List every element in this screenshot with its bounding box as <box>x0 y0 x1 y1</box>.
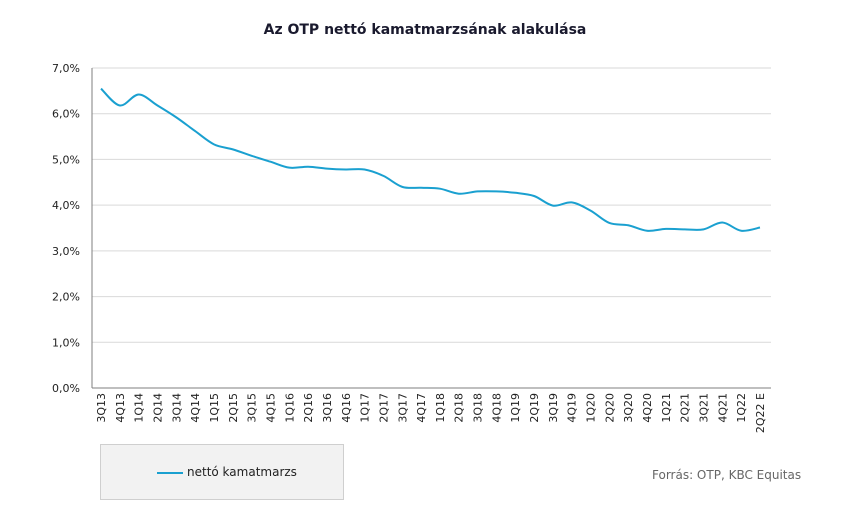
x-axis-ticks: 3Q13 4Q13 1Q14 2Q14 3Q14 4Q14 1Q15 2Q15 3Q15 4Q15… <box>95 393 767 433</box>
grid <box>92 67 771 343</box>
x-tick-label: 4Q18 <box>490 393 503 423</box>
legend-label-netto-kamatmarzs: nettó kamatmarzs <box>187 465 297 479</box>
y-tick-label: 6,0% <box>52 108 80 121</box>
x-tick-label: 2Q16 <box>302 393 315 423</box>
x-tick-label: 1Q22 <box>735 393 748 423</box>
x-tick-label: 3Q14 <box>170 393 183 423</box>
x-tick-label: 1Q17 <box>359 393 372 423</box>
x-tick-label: 3Q18 <box>472 393 485 423</box>
x-tick-label: 2Q22 E <box>754 393 767 433</box>
chart-title: Az OTP nettó kamatmarzsának alakulása <box>264 22 587 38</box>
x-tick-label: 1Q19 <box>509 393 522 423</box>
x-tick-label: 1Q20 <box>585 393 598 423</box>
x-tick-label: 4Q14 <box>189 393 202 423</box>
x-tick-label: 2Q21 <box>679 393 692 423</box>
x-tick-label: 1Q15 <box>208 393 221 423</box>
x-tick-label: 2Q20 <box>603 393 616 423</box>
x-tick-label: 1Q14 <box>133 393 146 423</box>
legend-swatch-netto-kamatmarzs <box>157 472 183 474</box>
x-tick-label: 4Q13 <box>114 393 127 423</box>
y-tick-label: 2,0% <box>52 291 80 304</box>
x-tick-label: 2Q17 <box>377 393 390 423</box>
x-tick-label: 3Q21 <box>698 393 711 423</box>
x-tick-label: 3Q15 <box>246 393 259 423</box>
source-note: Forrás: OTP, KBC Equitas <box>652 468 802 482</box>
x-tick-label: 3Q17 <box>396 393 409 423</box>
x-tick-label: 4Q19 <box>566 393 579 423</box>
x-tick-label: 4Q17 <box>415 393 428 423</box>
x-tick-label: 2Q14 <box>151 393 164 423</box>
y-tick-label: 5,0% <box>52 153 80 166</box>
y-tick-label: 4,0% <box>52 199 80 212</box>
x-tick-label: 1Q18 <box>434 393 447 423</box>
y-axis-ticks: 0,0% 1,0% 2,0% 3,0% 4,0% 5,0% 6,0% 7,0% <box>52 62 80 395</box>
x-tick-label: 3Q13 <box>95 393 108 423</box>
y-tick-label: 3,0% <box>52 245 80 258</box>
x-tick-label: 1Q16 <box>283 393 296 423</box>
x-tick-label: 2Q15 <box>227 393 240 423</box>
x-tick-label: 2Q18 <box>453 393 466 423</box>
series-line-netto-kamatmarzs <box>100 87 761 232</box>
x-tick-label: 4Q21 <box>716 393 729 423</box>
legend: nettó kamatmarzs <box>100 444 344 500</box>
x-tick-label: 3Q20 <box>622 393 635 423</box>
x-tick-label: 2Q19 <box>528 393 541 423</box>
x-tick-label: 3Q16 <box>321 393 334 423</box>
y-tick-label: 7,0% <box>52 62 80 75</box>
x-tick-label: 4Q20 <box>641 393 654 423</box>
y-tick-label: 1,0% <box>52 336 80 349</box>
x-tick-label: 1Q21 <box>660 393 673 423</box>
series <box>100 87 761 232</box>
x-tick-label: 4Q15 <box>264 393 277 423</box>
x-tick-label: 4Q16 <box>340 393 353 423</box>
y-tick-label: 0,0% <box>52 382 80 395</box>
x-tick-label: 3Q19 <box>547 393 560 423</box>
axes <box>91 68 771 389</box>
